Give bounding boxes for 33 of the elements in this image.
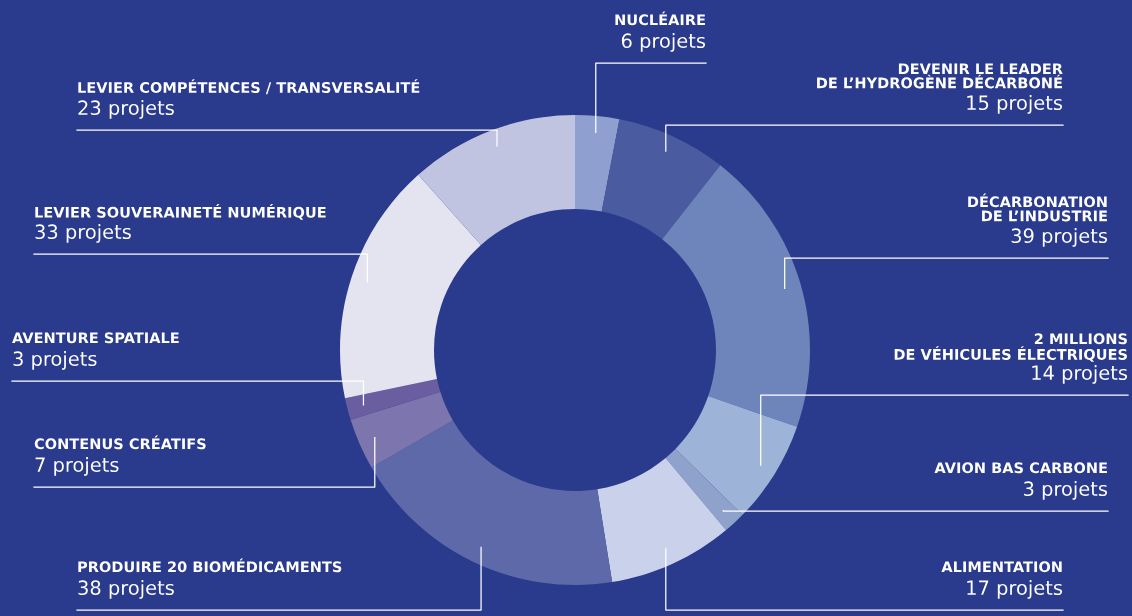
data-label: 39 projets: [1011, 228, 1108, 247]
data-label: 3 projets: [1024, 481, 1108, 500]
slice-label: AVENTURE SPATIALE: [12, 332, 179, 344]
data-label: 15 projets: [967, 95, 1063, 114]
slice-label: PRODUIRE 20 BIOMÉDICAMENTS: [78, 558, 342, 573]
data-label: 3 projets: [13, 351, 97, 370]
donut-slice: [350, 391, 453, 468]
slice-label: LEVIER SOUVERAINETÉ NUMÉRIQUE: [35, 204, 326, 220]
data-label: 17 projets: [967, 580, 1063, 599]
slice-label: DÉCARBONATION DE L’INDUSTRIE: [968, 193, 1107, 222]
slice-label: CONTENUS CRÉATIFS: [34, 435, 206, 450]
donut-slice: [340, 174, 481, 399]
data-label: 33 projets: [35, 224, 131, 243]
slice-label: LEVIER COMPÉTENCES / TRANSVERSALITÉ: [78, 79, 420, 95]
donut-slice: [575, 115, 620, 212]
slice-label: ALIMENTATION: [941, 561, 1062, 573]
slice-label: NUCLÉAIRE: [615, 11, 705, 26]
data-label: 7 projets: [35, 457, 119, 476]
donut-slice: [371, 420, 613, 585]
donut-slice: [601, 119, 721, 240]
data-label: 23 projets: [78, 100, 174, 119]
data-label: 38 projets: [78, 580, 174, 599]
slice-label: DEVENIR LE LEADER DE L’HYDROGÈNE DÉCARBONÉ: [817, 63, 1063, 89]
donut-slice: [597, 458, 727, 583]
slice-label: 2 MILLIONS DE VÉHICULES ÉLECTRIQUES: [894, 333, 1127, 362]
donut-slice: [418, 115, 575, 245]
donut-slice: [662, 165, 810, 427]
donut-slice: [665, 448, 743, 531]
data-label: 14 projets: [1032, 365, 1128, 384]
data-label: 6 projets: [621, 33, 706, 52]
slice-label: AVION BAS CARBONE: [934, 462, 1107, 474]
donut-slice: [675, 396, 798, 515]
donut-slice: [344, 378, 441, 420]
